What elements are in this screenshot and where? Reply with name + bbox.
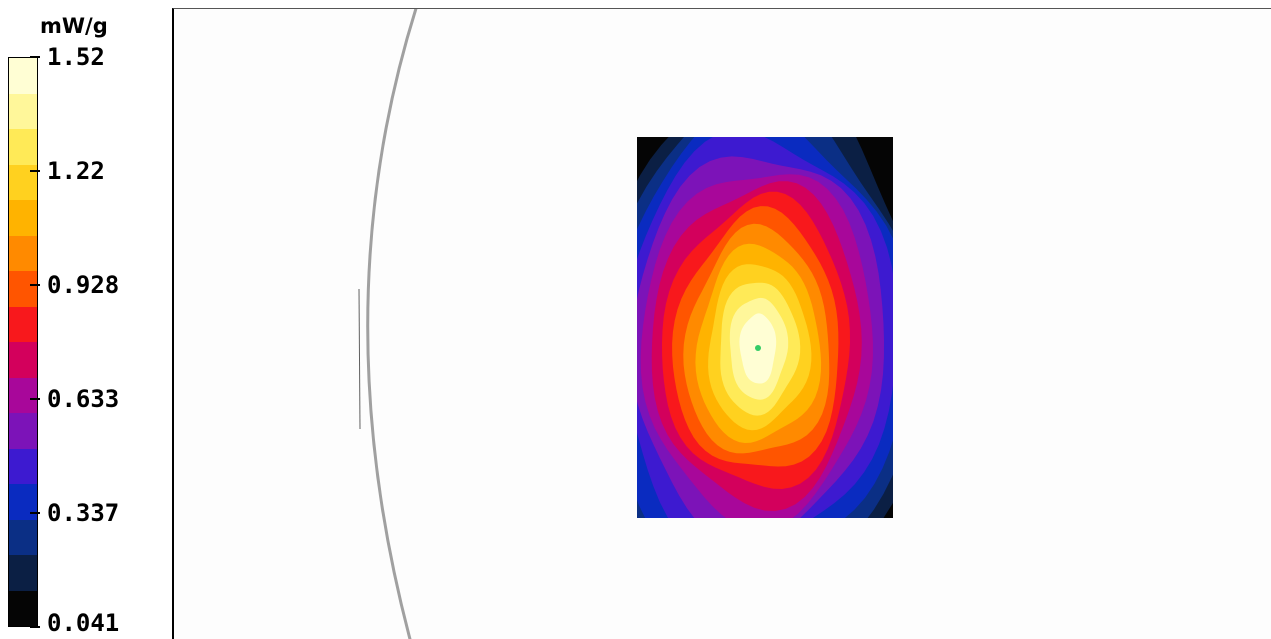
colorbar-tick-label: 1.52 bbox=[47, 43, 105, 71]
peak-marker bbox=[755, 345, 761, 351]
colorbar-band bbox=[9, 235, 37, 271]
phantom-edge-mark bbox=[358, 288, 361, 430]
colorbar-tick-label: 0.928 bbox=[47, 271, 120, 299]
colorbar-band bbox=[9, 129, 37, 165]
colorbar-tick-label: 0.337 bbox=[47, 499, 120, 527]
colorbar-tick-mark bbox=[30, 512, 40, 514]
colorbar-tick-label: 0.041 bbox=[47, 609, 120, 637]
colorbar-gradient bbox=[8, 57, 38, 627]
colorbar-band bbox=[9, 484, 37, 520]
colorbar-band bbox=[9, 58, 37, 94]
colorbar-band bbox=[9, 448, 37, 484]
colorbar-band bbox=[9, 93, 37, 129]
colorbar-tick-mark bbox=[30, 626, 40, 628]
colorbar-tick-label: 0.633 bbox=[47, 385, 120, 413]
colorbar-band bbox=[9, 271, 37, 307]
phantom-outline-arc bbox=[366, 9, 418, 639]
colorbar-tick-label: 1.22 bbox=[47, 157, 105, 185]
colorbar-band bbox=[9, 519, 37, 555]
colorbar-band bbox=[9, 377, 37, 413]
colorbar-tick-mark bbox=[30, 398, 40, 400]
colorbar-band bbox=[9, 590, 37, 626]
sar-plot-area bbox=[172, 8, 1271, 639]
sar-contours bbox=[637, 137, 893, 518]
colorbar-tick-mark bbox=[30, 170, 40, 172]
colorbar-band bbox=[9, 413, 37, 449]
colorbar-band bbox=[9, 342, 37, 378]
colorbar-unit-label: mW/g bbox=[40, 14, 108, 38]
colorbar-band bbox=[9, 555, 37, 591]
sar-plot-svg bbox=[358, 9, 893, 639]
colorbar-band bbox=[9, 200, 37, 236]
colorbar-tick-mark bbox=[30, 284, 40, 286]
colorbar-legend: mW/g 1.52 1.22 0.928 0.633 0.337 0.041 bbox=[0, 0, 160, 639]
colorbar-band bbox=[9, 306, 37, 342]
colorbar-tick-mark bbox=[30, 56, 40, 58]
